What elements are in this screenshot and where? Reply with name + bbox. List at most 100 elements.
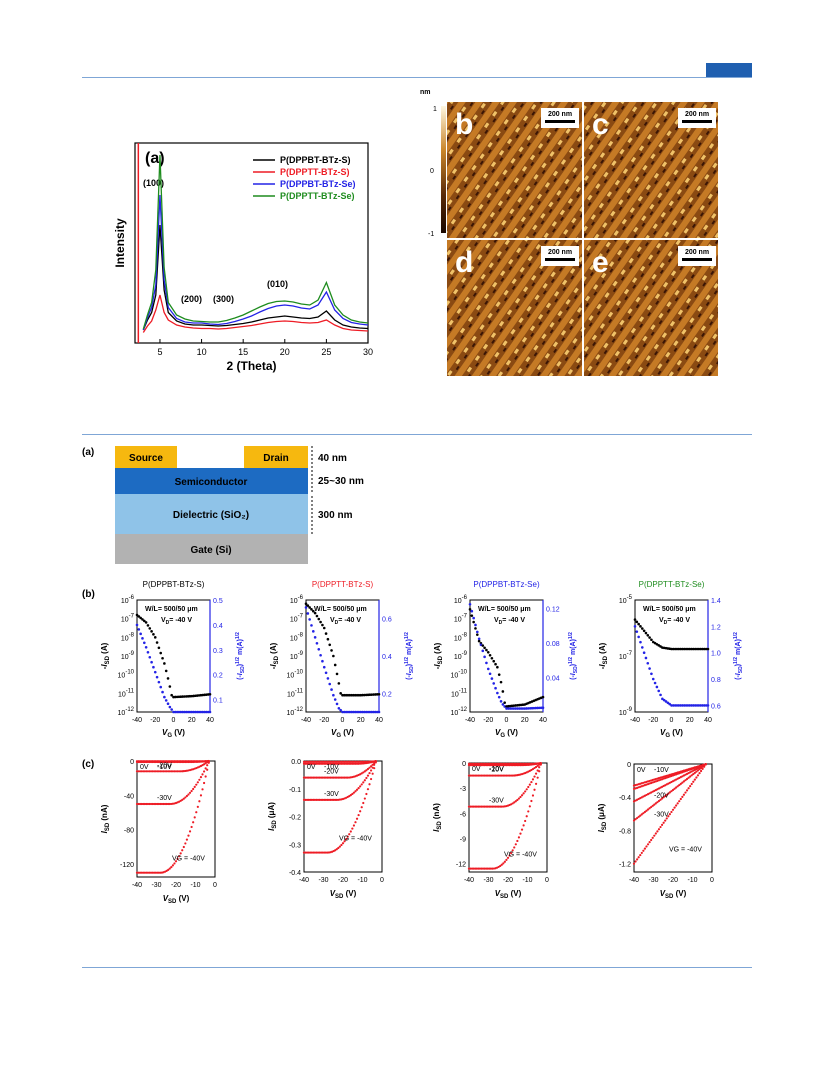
transfer-log-point bbox=[321, 623, 324, 627]
output-point bbox=[168, 802, 171, 806]
output-point bbox=[488, 867, 491, 870]
xrd-series-line bbox=[142, 194, 369, 331]
output-point bbox=[505, 858, 508, 861]
output-point bbox=[168, 770, 171, 773]
output-point bbox=[499, 864, 502, 868]
transfer-log-point bbox=[681, 647, 684, 651]
transfer-sqrt-point bbox=[684, 704, 688, 707]
transfer-log-point bbox=[141, 618, 144, 621]
output-point bbox=[313, 798, 317, 801]
output-point bbox=[698, 768, 701, 771]
output-point bbox=[359, 810, 362, 813]
output-point bbox=[309, 851, 312, 854]
transfer-log-point bbox=[357, 693, 361, 697]
output-point bbox=[488, 805, 491, 808]
output-point bbox=[471, 867, 474, 870]
output-point bbox=[139, 760, 142, 764]
source-label: Source bbox=[129, 453, 163, 464]
transfer-sqrt-point bbox=[532, 706, 536, 710]
transfer-sqrt-point bbox=[374, 710, 377, 714]
output-point bbox=[471, 763, 474, 767]
output-point bbox=[495, 763, 499, 767]
output-point bbox=[500, 805, 503, 808]
output-point bbox=[171, 864, 174, 867]
output-point bbox=[527, 810, 530, 813]
output-point bbox=[698, 772, 701, 775]
transfer-sqrt-point bbox=[364, 710, 368, 714]
output-curve-label: -10V bbox=[324, 764, 339, 771]
output-point bbox=[352, 760, 356, 763]
output-point bbox=[146, 760, 150, 764]
output-point bbox=[536, 776, 539, 779]
output-point bbox=[329, 762, 332, 765]
output-point bbox=[508, 774, 511, 777]
transfer-yleft-label: -ISD (A) bbox=[598, 642, 609, 669]
transfer-log-point bbox=[344, 693, 348, 697]
transfer-sqrt-point bbox=[170, 708, 173, 711]
output-point bbox=[499, 805, 502, 808]
gate-label: Gate (Si) bbox=[190, 545, 231, 556]
output-point bbox=[145, 802, 148, 806]
transfer-sqrt-point bbox=[477, 637, 481, 641]
transfer-sqrt-point bbox=[692, 704, 695, 707]
transfer-log-point bbox=[497, 673, 501, 676]
output-point bbox=[148, 871, 151, 874]
output-point bbox=[634, 818, 637, 821]
output-point bbox=[352, 762, 356, 765]
transfer-log-point bbox=[172, 695, 175, 699]
output-point bbox=[332, 760, 335, 763]
output-point bbox=[510, 774, 513, 777]
transfer-yleft-tick: 10-9 bbox=[290, 651, 304, 661]
transfer-log-point bbox=[135, 613, 139, 617]
output-point bbox=[664, 819, 667, 822]
output-point bbox=[320, 851, 323, 854]
output-point bbox=[480, 867, 483, 870]
output-point bbox=[371, 763, 374, 766]
transfer-xlabel: VG (V) bbox=[162, 728, 185, 739]
transfer-log-point bbox=[208, 692, 212, 696]
transfer-log-point bbox=[675, 647, 679, 651]
transfer-sqrt-point bbox=[355, 710, 359, 714]
output-point bbox=[178, 760, 181, 764]
output-point bbox=[324, 762, 327, 765]
transfer-log-point bbox=[326, 637, 330, 641]
transfer-sqrt-point bbox=[368, 710, 372, 714]
output-point bbox=[318, 851, 321, 854]
transfer-sqrt-point bbox=[172, 710, 175, 714]
transfer-sqrt-point bbox=[538, 706, 541, 710]
output-point bbox=[318, 776, 321, 779]
output-point bbox=[312, 798, 315, 801]
transfer-sqrt-point bbox=[492, 682, 496, 685]
output-point bbox=[471, 774, 474, 777]
output-point bbox=[352, 791, 356, 794]
transfer-xtick-label: -40 bbox=[132, 717, 142, 724]
output-point bbox=[140, 760, 143, 764]
output-point bbox=[511, 802, 514, 805]
output-curve-label: 0V bbox=[637, 767, 646, 774]
transfer-sqrt-point bbox=[641, 646, 644, 649]
output-point bbox=[349, 830, 352, 833]
afm-scalebar bbox=[545, 258, 575, 261]
transfer-sqrt-point bbox=[642, 651, 646, 655]
transfer-sqrt-point bbox=[205, 710, 208, 714]
transfer-sqrt-point bbox=[337, 706, 341, 710]
output-point bbox=[323, 776, 326, 779]
output-point bbox=[184, 760, 187, 764]
transfer-sqrt-point bbox=[474, 623, 477, 627]
transfer-sqrt-point bbox=[188, 710, 192, 714]
output-point bbox=[355, 762, 359, 765]
transfer-yright-tick: 0.6 bbox=[382, 617, 392, 624]
output-point bbox=[302, 798, 306, 801]
transfer-yleft-tick: 10-5 bbox=[619, 595, 633, 605]
output-point bbox=[343, 762, 346, 765]
output-point bbox=[349, 762, 352, 765]
output-point bbox=[330, 760, 334, 763]
output-point bbox=[159, 802, 162, 806]
output-point bbox=[162, 770, 165, 773]
transfer-yright-label: (-ISD)1/2 m(A)1/2 bbox=[404, 632, 415, 680]
output-point bbox=[170, 865, 173, 869]
output-point bbox=[681, 795, 684, 798]
output-point bbox=[475, 867, 478, 870]
output-point bbox=[315, 776, 318, 779]
output-xtick-label: -40 bbox=[629, 877, 639, 884]
